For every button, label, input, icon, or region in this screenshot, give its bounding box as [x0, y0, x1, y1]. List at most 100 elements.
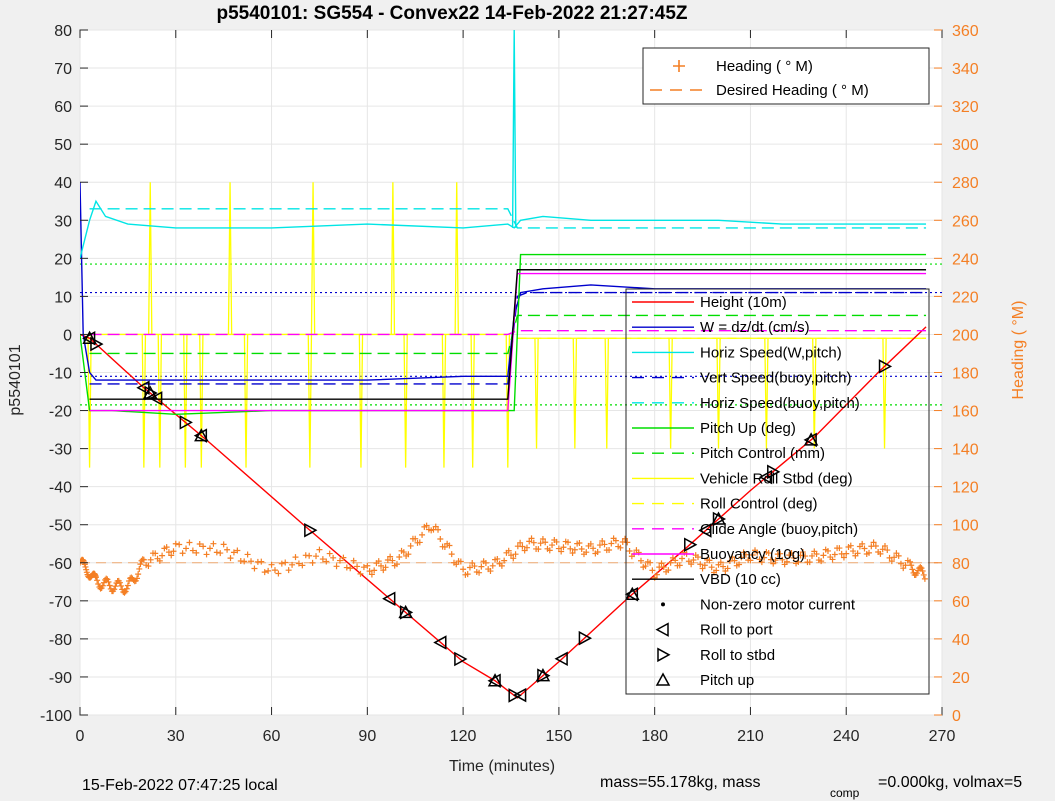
heading-point	[736, 561, 743, 568]
roll-to-port-marker	[758, 469, 773, 485]
heading-point	[159, 552, 166, 559]
y-right-tick-label: 320	[952, 99, 979, 116]
heading-point	[608, 540, 615, 547]
heading-point	[790, 554, 797, 561]
series-roll-spike	[668, 338, 673, 449]
heading-point	[482, 559, 489, 566]
legend-main-label: Vert Speed(buoy,pitch)	[700, 370, 851, 387]
legend-main-label: Pitch Control (mm)	[700, 445, 825, 462]
heading-point	[809, 552, 816, 559]
heading-point	[747, 557, 754, 564]
y-right-tick-label: 340	[952, 61, 979, 78]
y-right-tick-label: 20	[952, 670, 970, 687]
series-roll-spike	[812, 338, 817, 449]
heading-point	[523, 544, 530, 551]
roll-to-port-marker	[433, 635, 447, 650]
heading-point	[731, 557, 738, 564]
heading-point	[217, 550, 224, 557]
heading-point	[340, 554, 347, 561]
heading-point	[230, 549, 237, 556]
heading-point	[920, 571, 927, 578]
series-roll-spike	[441, 334, 447, 468]
roll-to-stbd-marker	[878, 359, 893, 374]
heading-point	[917, 564, 924, 571]
heading-point	[179, 550, 186, 557]
series-layer	[80, 30, 942, 703]
y-tick-label: 80	[54, 23, 72, 40]
y-tick-label: -50	[49, 518, 72, 535]
heading-point	[676, 562, 683, 569]
heading-point	[517, 539, 524, 546]
heading-point	[612, 537, 619, 544]
heading-point	[599, 538, 606, 545]
heading-point	[248, 558, 255, 565]
heading-point	[82, 563, 89, 570]
heading-point	[378, 562, 385, 569]
heading-point	[306, 552, 313, 559]
heading-point	[831, 551, 838, 558]
heading-point	[289, 561, 296, 568]
y-tick-label: -100	[40, 708, 72, 725]
legend-main-label: Pitch Up (deg)	[700, 420, 796, 437]
heading-point	[510, 555, 517, 562]
heading-point	[583, 549, 590, 556]
legend-main-label: Roll Control (deg)	[700, 496, 818, 513]
heading-point	[347, 565, 354, 572]
heading-point	[412, 535, 419, 542]
heading-point	[571, 546, 578, 553]
y-right-tick-label: 180	[952, 366, 979, 383]
heading-point	[437, 536, 444, 543]
heading-point	[713, 567, 720, 574]
legend-main-label: Horiz Speed(W,pitch)	[700, 344, 842, 361]
heading-point	[699, 565, 706, 572]
heading-point	[251, 565, 258, 572]
heading-point	[501, 557, 508, 564]
legend-main-label: Buoyancy (10g)	[700, 546, 805, 563]
heading-point	[213, 549, 220, 556]
heading-point	[400, 549, 407, 556]
roll-to-port-marker	[149, 391, 163, 406]
roll-to-stbd-marker	[304, 522, 318, 538]
heading-point	[371, 567, 378, 574]
heading-point	[489, 562, 496, 569]
heading-point	[642, 563, 649, 570]
heading-point	[186, 539, 193, 546]
series-horiz-speed-spike	[511, 30, 517, 228]
roll-to-port-marker	[193, 428, 208, 443]
heading-point	[765, 550, 772, 557]
heading-point	[690, 556, 697, 563]
y-right-tick-label: 160	[952, 404, 979, 421]
heading-point	[843, 550, 850, 557]
heading-point	[350, 557, 357, 564]
heading-point	[389, 557, 396, 564]
y-tick-label: 60	[54, 99, 72, 116]
y-right-tick-label: 240	[952, 251, 979, 268]
series-roll-spike	[764, 338, 769, 449]
heading-point	[241, 558, 248, 565]
heading-point	[569, 549, 576, 556]
heading-point	[309, 559, 316, 566]
series-roll-spike	[358, 334, 364, 468]
y-right-tick-label: 200	[952, 327, 979, 344]
heading-point	[282, 559, 289, 566]
series-roll-spike	[307, 334, 313, 468]
x-tick-label: 240	[833, 728, 860, 745]
pitch-up-marker	[487, 673, 503, 687]
heading-point	[512, 551, 519, 558]
heading-point	[176, 541, 183, 548]
heading-point	[189, 547, 196, 554]
heading-point	[224, 546, 231, 553]
roll-to-stbd-marker	[90, 336, 104, 352]
heading-point	[200, 543, 207, 550]
heading-point	[806, 559, 813, 566]
y-right-tick-label: 280	[952, 175, 979, 192]
heading-point	[265, 567, 272, 574]
heading-point	[528, 535, 535, 542]
heading-point	[526, 538, 533, 545]
x-tick-label: 150	[546, 728, 573, 745]
y-tick-label: -60	[49, 556, 72, 573]
heading-point	[446, 542, 453, 549]
y-right-tick-label: 60	[952, 594, 970, 611]
y-tick-label: -80	[49, 632, 72, 649]
